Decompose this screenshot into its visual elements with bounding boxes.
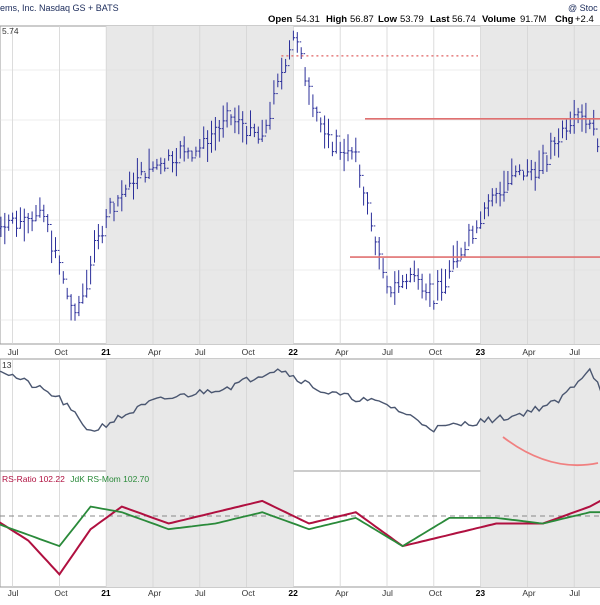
high-value: 56.87 <box>350 14 374 25</box>
year-band <box>481 359 600 471</box>
volume-label: Volume <box>482 14 516 25</box>
last-value: 56.74 <box>452 14 476 25</box>
x-tick-label: Oct <box>429 588 443 598</box>
x-tick-label: Jul <box>382 347 393 357</box>
x-axis-price: JulOct21AprJulOct22AprJulOct23AprJulOct2… <box>8 347 600 357</box>
low-label: Low <box>378 14 398 25</box>
rs-ratio-legend: RS-Ratio 102.22 <box>2 474 65 484</box>
x-tick-label: Apr <box>522 347 535 357</box>
x-tick-label: Oct <box>54 347 68 357</box>
x-tick-label: Apr <box>148 588 161 598</box>
x-tick-label: Jul <box>8 347 19 357</box>
open-value: 54.31 <box>296 14 320 25</box>
x-tick-label: 21 <box>101 588 111 598</box>
x-tick-label: Oct <box>429 347 443 357</box>
x-tick-label: Apr <box>148 347 161 357</box>
volume-value: 91.7M <box>520 14 546 25</box>
chart-title: ems, Inc. Nasdaq GS + BATS <box>0 3 119 13</box>
x-tick-label: 21 <box>101 347 111 357</box>
x-tick-label: 22 <box>288 588 298 598</box>
low-value: 53.79 <box>400 14 424 25</box>
x-tick-label: 22 <box>288 347 298 357</box>
x-tick-label: Jul <box>569 347 580 357</box>
x-tick-label: Oct <box>54 588 68 598</box>
rs-panel-label: 13 <box>2 360 12 370</box>
x-tick-label: Jul <box>195 347 206 357</box>
x-tick-label: Apr <box>335 347 348 357</box>
open-label: Open <box>268 14 292 25</box>
last-price-tag: 5.74 <box>2 26 19 36</box>
x-tick-label: Jul <box>382 588 393 598</box>
x-tick-label: Apr <box>522 588 535 598</box>
chg-value: +2.4 <box>575 14 594 25</box>
rs-mom-legend: JdK RS-Mom 102.70 <box>70 474 149 484</box>
x-tick-label: Oct <box>242 588 256 598</box>
x-tick-label: Jul <box>569 588 580 598</box>
x-tick-label: Oct <box>242 347 256 357</box>
last-label: Last <box>430 14 450 25</box>
year-band <box>481 26 600 344</box>
rrg-legend: RS-Ratio 102.22 JdK RS-Mom 102.70 <box>2 474 149 484</box>
chg-label: Chg <box>555 14 574 25</box>
source-credit: @ Stoc <box>568 3 598 13</box>
x-tick-label: Apr <box>335 588 348 598</box>
x-tick-label: 23 <box>476 588 486 598</box>
x-tick-label: Jul <box>8 588 19 598</box>
x-axis-bottom: JulOct21AprJulOct22AprJulOct23AprJulOct2… <box>8 588 600 598</box>
chart-header: ems, Inc. Nasdaq GS + BATS @ Stoc Open 5… <box>0 3 598 25</box>
year-band <box>481 471 600 587</box>
x-tick-label: 23 <box>476 347 486 357</box>
high-label: High <box>326 14 347 25</box>
x-tick-label: Jul <box>195 588 206 598</box>
